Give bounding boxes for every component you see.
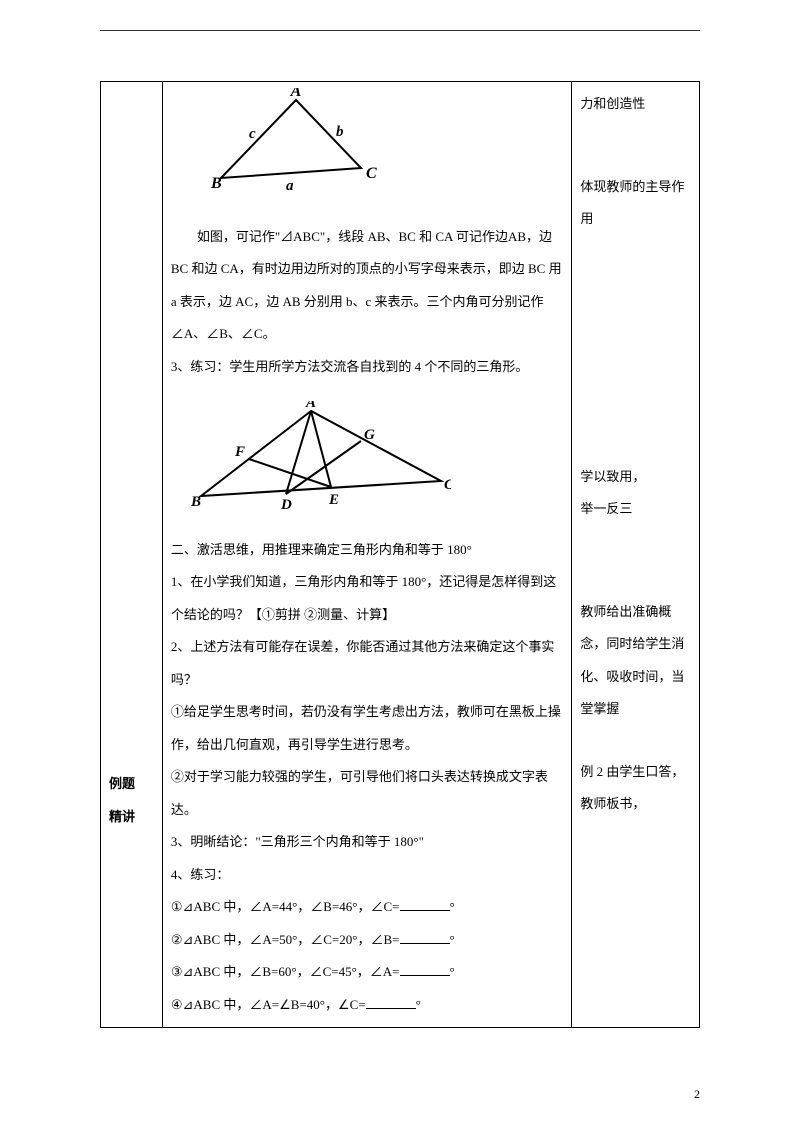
note-1: 力和创造性	[580, 88, 691, 121]
blank-1	[400, 910, 450, 911]
vertex-C: C	[366, 165, 377, 182]
paragraph-9: 4、练习：	[171, 859, 564, 892]
q3-text: ③⊿ABC 中，∠B=60°，∠C=45°，∠A=	[171, 964, 400, 979]
vertex-A: A	[290, 88, 302, 100]
content-cell: A B C a b c 如图，可记作"⊿ABC"，线段 AB、BC 和 CA 可…	[162, 82, 572, 1028]
q2-unit: °	[450, 932, 455, 947]
paragraph-8: 3、明晰结论："三角形三个内角和等于 180°"	[171, 826, 564, 859]
notes-cell: 力和创造性 体现教师的主导作用 学以致用， 举一反三 教师给出准确概念，同时给学…	[572, 82, 700, 1028]
vertex-G: G	[364, 427, 375, 443]
q4-text: ④⊿ABC 中，∠A=∠B=40°，∠C=	[171, 997, 366, 1012]
note-6: 例 2 由学生口答，教师板书，	[580, 756, 691, 821]
note-4: 举一反三	[580, 493, 691, 526]
section-label-1: 例题	[109, 768, 154, 801]
blank-3	[400, 975, 450, 976]
note-3: 学以致用，	[580, 461, 691, 494]
question-1: ①⊿ABC 中，∠A=44°，∠B=46°，∠C= °	[171, 891, 564, 924]
q2-text: ②⊿ABC 中，∠A=50°，∠C=20°，∠B=	[171, 932, 400, 947]
vertex-E: E	[328, 492, 339, 508]
blank-2	[400, 943, 450, 944]
section-label-2: 精讲	[109, 801, 154, 834]
paragraph-3: 二、激活思维，用推理来确定三角形内角和等于 180°	[171, 534, 564, 567]
side-c: c	[249, 126, 256, 142]
q3-unit: °	[450, 964, 455, 979]
vertex-A2: A	[305, 401, 316, 411]
vertex-F: F	[234, 444, 245, 460]
side-b: b	[336, 124, 344, 140]
q4-unit: °	[416, 997, 421, 1012]
question-4: ④⊿ABC 中，∠A=∠B=40°，∠C= °	[171, 989, 564, 1022]
question-3: ③⊿ABC 中，∠B=60°，∠C=45°，∠A= °	[171, 956, 564, 989]
triangle-2-figure: A B C D E F G	[171, 401, 564, 534]
vertex-B: B	[210, 175, 222, 192]
paragraph-6: ①给足学生思考时间，若仍没有学生考虑出方法，教师可在黑板上操作，给出几何直观，再…	[171, 696, 564, 761]
page-number: 2	[694, 1087, 700, 1102]
header-rule	[100, 30, 700, 31]
paragraph-4: 1、在小学我们知道，三角形内角和等于 180°，还记得是怎样得到这个结论的吗？【…	[171, 566, 564, 631]
question-2: ②⊿ABC 中，∠A=50°，∠C=20°，∠B= °	[171, 924, 564, 957]
paragraph-2: 3、练习：学生用所学方法交流各自找到的 4 个不同的三角形。	[171, 351, 564, 384]
vertex-D: D	[280, 497, 292, 513]
note-2: 体现教师的主导作用	[580, 171, 691, 236]
q1-unit: °	[450, 899, 455, 914]
paragraph-5: 2、上述方法有可能存在误差，你能否通过其他方法来确定这个事实吗？	[171, 631, 564, 696]
section-label-cell: 例题 精讲	[101, 82, 163, 1028]
paragraph-1: 如图，可记作"⊿ABC"，线段 AB、BC 和 CA 可记作边AB，边 BC 和…	[171, 221, 564, 351]
vertex-C2: C	[444, 477, 451, 493]
blank-4	[366, 1008, 416, 1009]
paragraph-7: ②对于学习能力较强的学生，可引导他们将口头表达转换成文字表达。	[171, 761, 564, 826]
lesson-table: 例题 精讲 A B C a b c 如图，可记作"⊿ABC"，线段 AB、BC …	[100, 81, 700, 1028]
q1-text: ①⊿ABC 中，∠A=44°，∠B=46°，∠C=	[171, 899, 400, 914]
side-a: a	[286, 178, 294, 194]
vertex-B2: B	[191, 494, 201, 510]
triangle-1-figure: A B C a b c	[171, 88, 564, 221]
note-5: 教师给出准确概念，同时给学生消化、吸收时间，当堂掌握	[580, 596, 691, 726]
